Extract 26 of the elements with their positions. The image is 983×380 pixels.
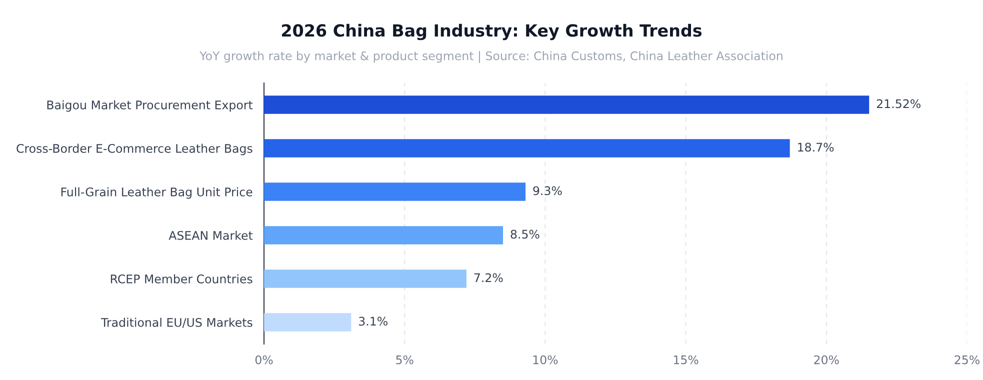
x-tick-label: 15% bbox=[674, 355, 698, 364]
data-label: 7.2% bbox=[474, 273, 503, 282]
y-tick-label: Full-Grain Leather Bag Unit Price bbox=[61, 187, 252, 199]
data-label: 3.1% bbox=[359, 316, 388, 326]
y-tick-label: Cross-Border E-Commerce Leather Bags bbox=[16, 144, 252, 156]
data-label: 8.5% bbox=[510, 230, 540, 239]
bar bbox=[264, 139, 790, 158]
y-tick-label: ASEAN Market bbox=[168, 230, 253, 240]
y-tick-label: RCEP Member Countries bbox=[110, 274, 252, 284]
chart-title: 2026 China Bag Industry: Key Growth Trends bbox=[282, 24, 702, 40]
bar bbox=[264, 270, 466, 288]
data-label: 18.7% bbox=[798, 142, 834, 152]
x-tick-label: 5% bbox=[396, 355, 414, 364]
y-tick-label: Traditional EU/US Markets bbox=[100, 318, 252, 328]
bar bbox=[264, 313, 352, 332]
bar bbox=[264, 182, 526, 201]
x-tick-label: 25% bbox=[954, 355, 980, 364]
bar bbox=[264, 96, 870, 114]
y-tick-label: Baigou Market Procurement Export bbox=[47, 100, 253, 112]
x-tick-label: 20% bbox=[814, 355, 839, 364]
x-tick-label: 0% bbox=[255, 355, 273, 364]
x-tick-label: 10% bbox=[533, 355, 558, 364]
data-label: 21.52% bbox=[876, 99, 920, 108]
chart-subtitle: YoY growth rate by market & product segment | Source: China Customs, China Leather Association bbox=[200, 51, 782, 63]
bar bbox=[264, 226, 504, 244]
data-label: 9.3% bbox=[533, 186, 562, 196]
